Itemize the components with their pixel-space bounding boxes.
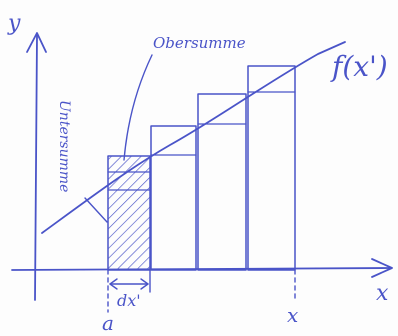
x-end-label: x <box>287 303 298 327</box>
function-label: f(x') <box>330 50 388 83</box>
x-axis-label: x <box>376 281 389 306</box>
a-label: a <box>102 311 114 335</box>
obersumme-label: Obersumme <box>153 34 246 52</box>
untersumme-hatch <box>108 190 150 270</box>
untersumme-label: Untersumme <box>56 100 72 192</box>
y-axis <box>34 34 38 301</box>
dx-arrow-right-head <box>140 278 149 290</box>
obersumme-pointer <box>123 54 153 161</box>
strip-1 <box>107 155 151 271</box>
dx-label: dx' <box>117 291 141 310</box>
x-axis-arrow <box>371 258 393 278</box>
dx-arrow-left-head <box>109 278 118 290</box>
strip-2 <box>150 125 197 271</box>
untersumme-pointer <box>84 197 108 223</box>
y-axis-arrow <box>26 32 47 53</box>
strip-4 <box>247 65 296 271</box>
function-curve <box>41 41 346 234</box>
strip-3 <box>197 93 247 271</box>
y-axis-label: y <box>7 11 21 36</box>
x-axis <box>11 267 391 271</box>
